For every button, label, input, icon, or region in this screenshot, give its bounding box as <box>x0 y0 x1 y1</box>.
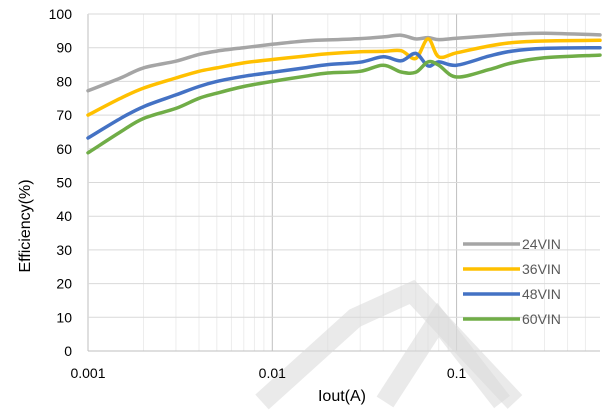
x-tick-label: 0.1 <box>447 365 467 381</box>
y-axis-ticks: 0 10 20 30 40 50 60 70 80 90 100 <box>49 6 73 359</box>
y-tick-label: 30 <box>56 242 72 258</box>
y-tick-label: 100 <box>49 6 73 22</box>
series-lines <box>86 31 602 155</box>
legend: 24VIN 36VIN 48VIN 60VIN <box>463 236 561 327</box>
x-tick-label: 0.001 <box>70 365 105 381</box>
series-line-24vin <box>86 31 602 93</box>
legend-label-36vin: 36VIN <box>522 261 561 277</box>
y-tick-label: 90 <box>56 40 72 56</box>
series-line-36vin <box>86 37 602 117</box>
y-tick-label: 0 <box>64 343 72 359</box>
y-tick-label: 40 <box>56 208 72 224</box>
y-tick-label: 20 <box>56 276 72 292</box>
y-tick-label: 50 <box>56 175 72 191</box>
y-tick-label: 10 <box>56 309 72 325</box>
y-tick-label: 60 <box>56 141 72 157</box>
x-tick-label: 0.01 <box>259 365 286 381</box>
series-line-48vin <box>86 45 602 140</box>
series-line-60vin <box>86 53 602 155</box>
y-tick-label: 80 <box>56 73 72 89</box>
legend-label-60vin: 60VIN <box>522 311 561 327</box>
y-axis-title: Efficiency(%) <box>17 179 34 272</box>
x-axis-title: Iout(A) <box>318 388 366 405</box>
legend-label-48vin: 48VIN <box>522 286 561 302</box>
x-axis-ticks: 0.001 0.01 0.1 <box>70 365 466 381</box>
watermark <box>255 279 523 410</box>
legend-label-24vin: 24VIN <box>522 236 561 252</box>
y-tick-label: 70 <box>56 107 72 123</box>
